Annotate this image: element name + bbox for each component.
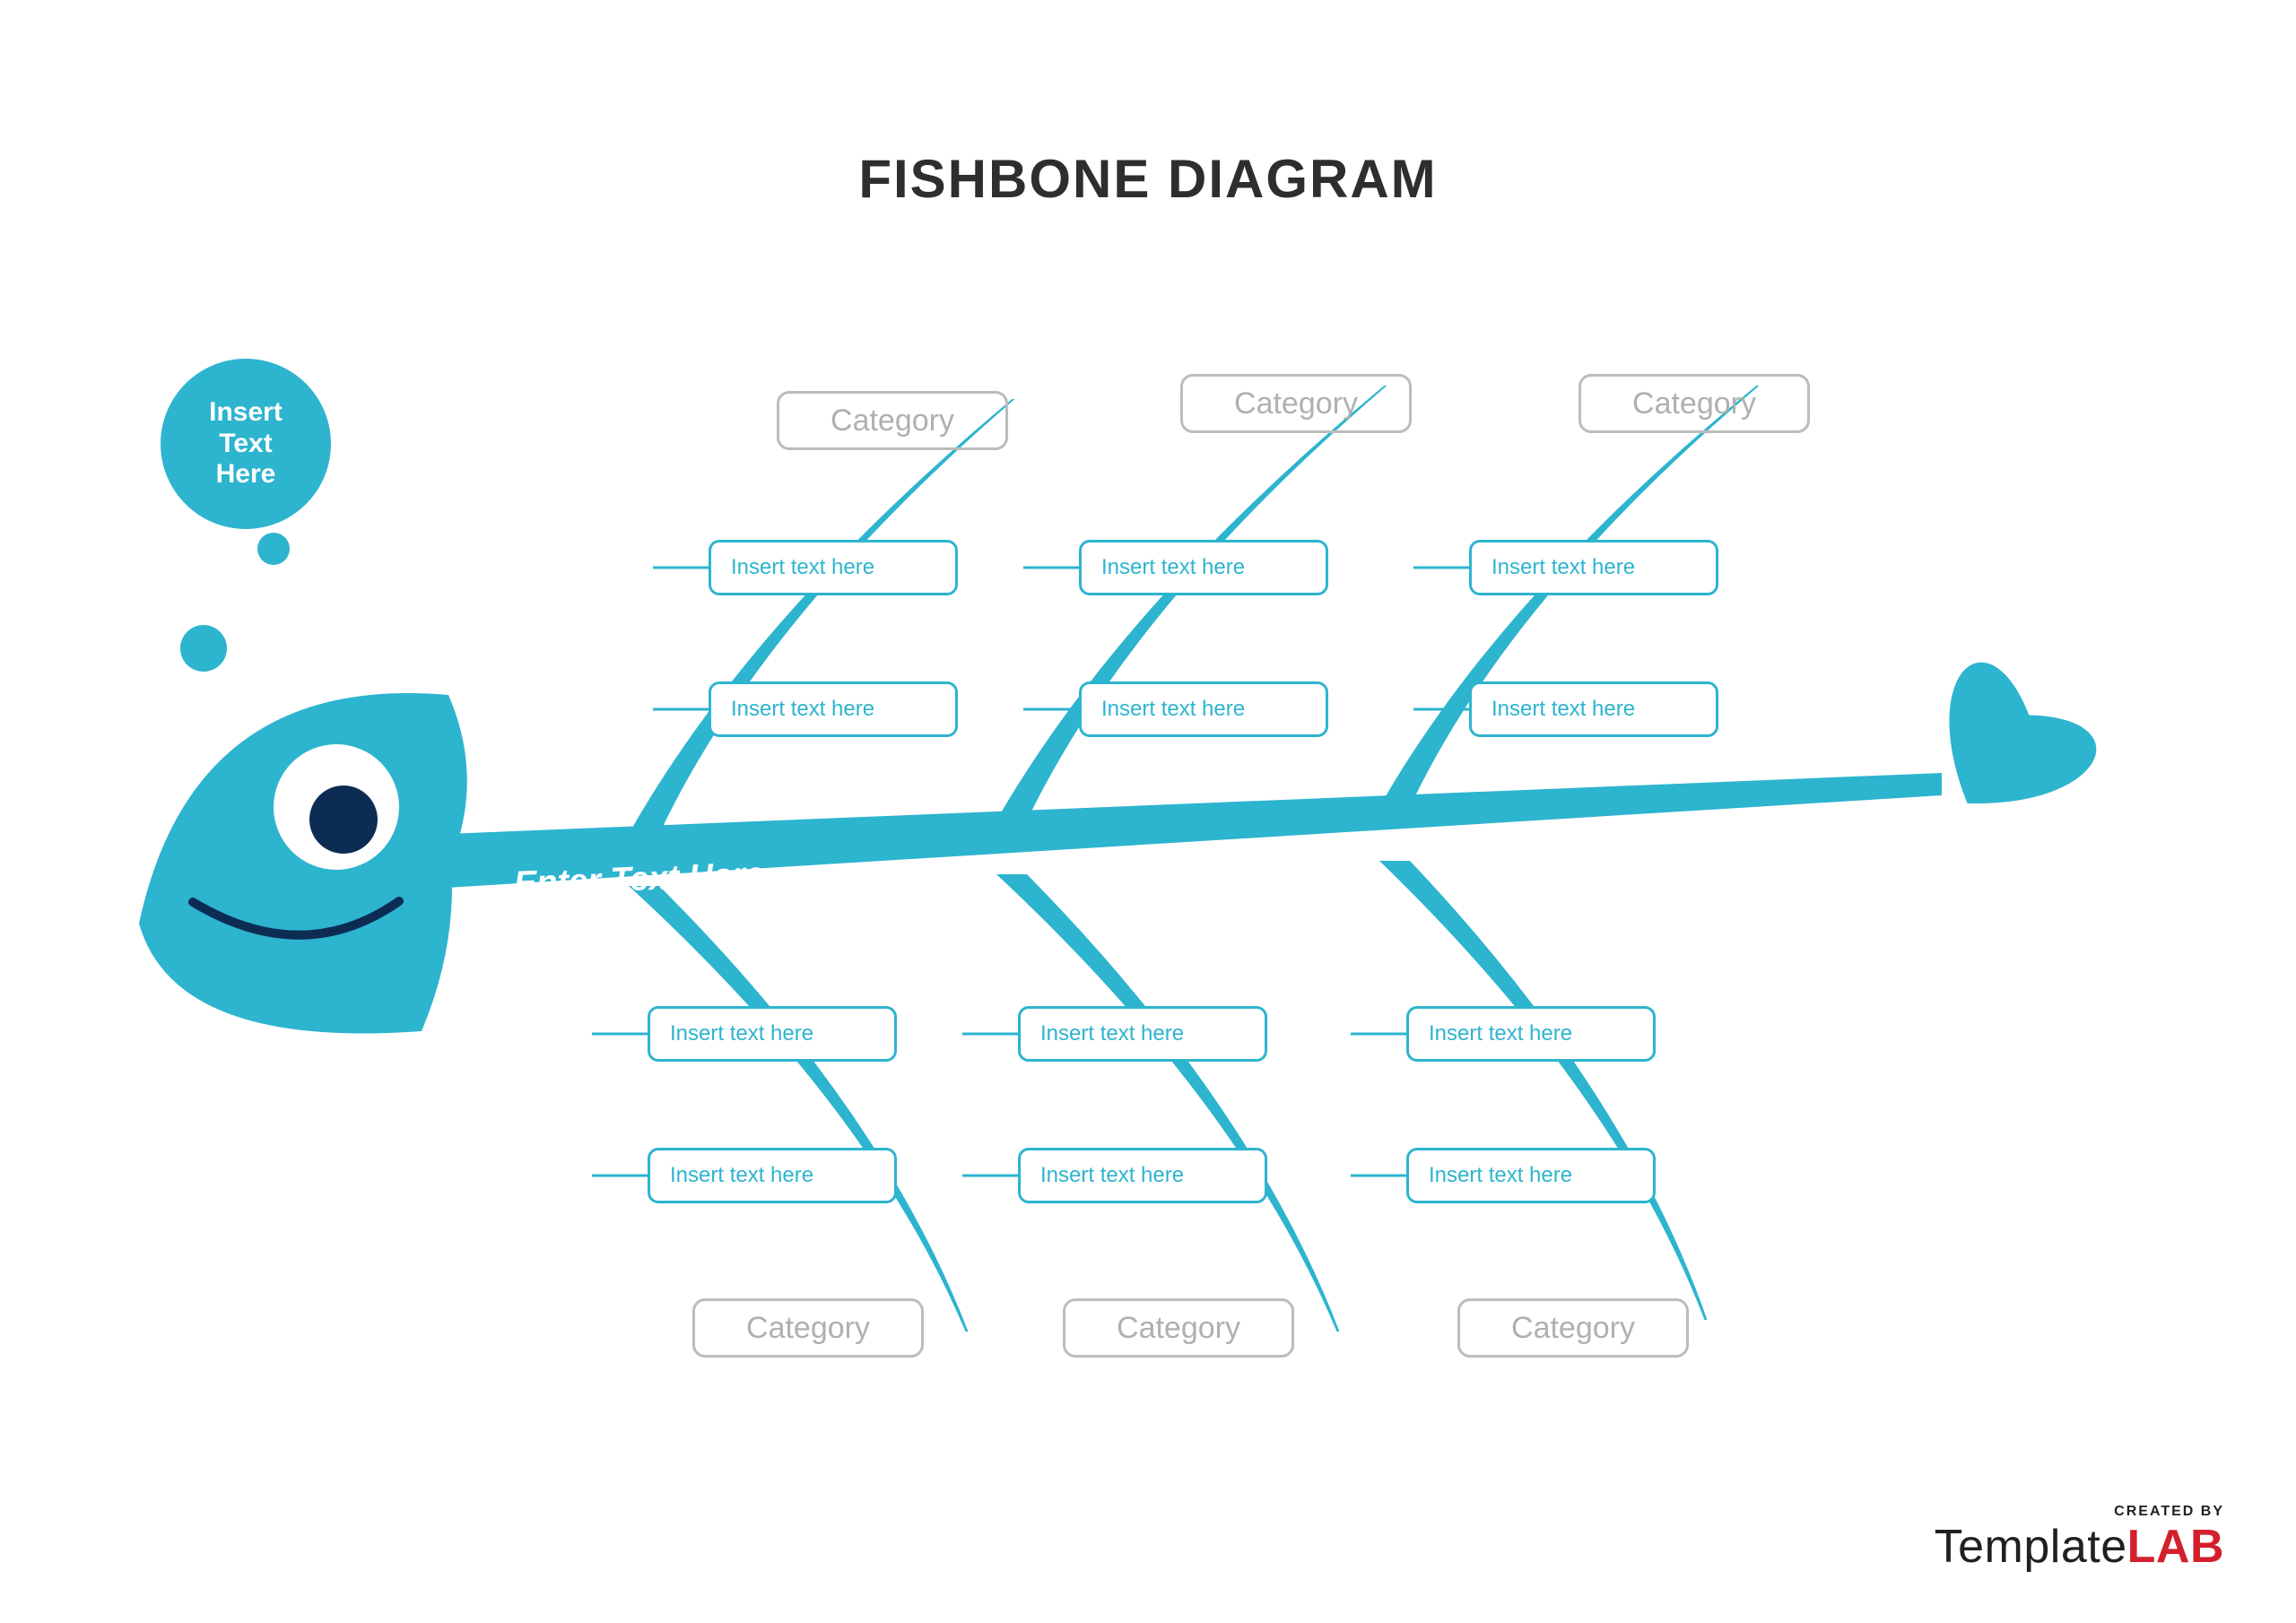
category-box[interactable]: Category [1180,374,1412,433]
footer-credit: CREATED BY TemplateLAB [1935,1504,2224,1574]
footer-created-by: CREATED BY [1935,1504,2224,1520]
cause-box[interactable]: Insert text here [1018,1148,1267,1203]
footer-brand-template: Template [1935,1521,2127,1573]
cause-box[interactable]: Insert text here [1469,681,1718,737]
footer-brand-lab: LAB [2127,1521,2224,1573]
category-box[interactable]: Category [1063,1298,1294,1358]
cause-box[interactable]: Insert text here [648,1148,897,1203]
category-box[interactable]: Category [692,1298,924,1358]
cause-box[interactable]: Insert text here [1469,540,1718,595]
category-box[interactable]: Category [1578,374,1810,433]
cause-box[interactable]: Insert text here [1018,1006,1267,1062]
diagram-canvas: FISHBONE DIAGRAM InsertTextHere Enter Te… [0,0,2296,1623]
cause-box[interactable]: Insert text here [709,540,958,595]
category-box[interactable]: Category [1457,1298,1689,1358]
cause-box[interactable]: Insert text here [648,1006,897,1062]
cause-box[interactable]: Insert text here [1079,681,1328,737]
category-box[interactable]: Category [777,391,1008,450]
cause-box[interactable]: Insert text here [1079,540,1328,595]
footer-brand: TemplateLAB [1935,1520,2224,1574]
cause-box[interactable]: Insert text here [1406,1148,1656,1203]
fishbone-graphic [0,0,2296,1623]
cause-box[interactable]: Insert text here [709,681,958,737]
cause-box[interactable]: Insert text here [1406,1006,1656,1062]
